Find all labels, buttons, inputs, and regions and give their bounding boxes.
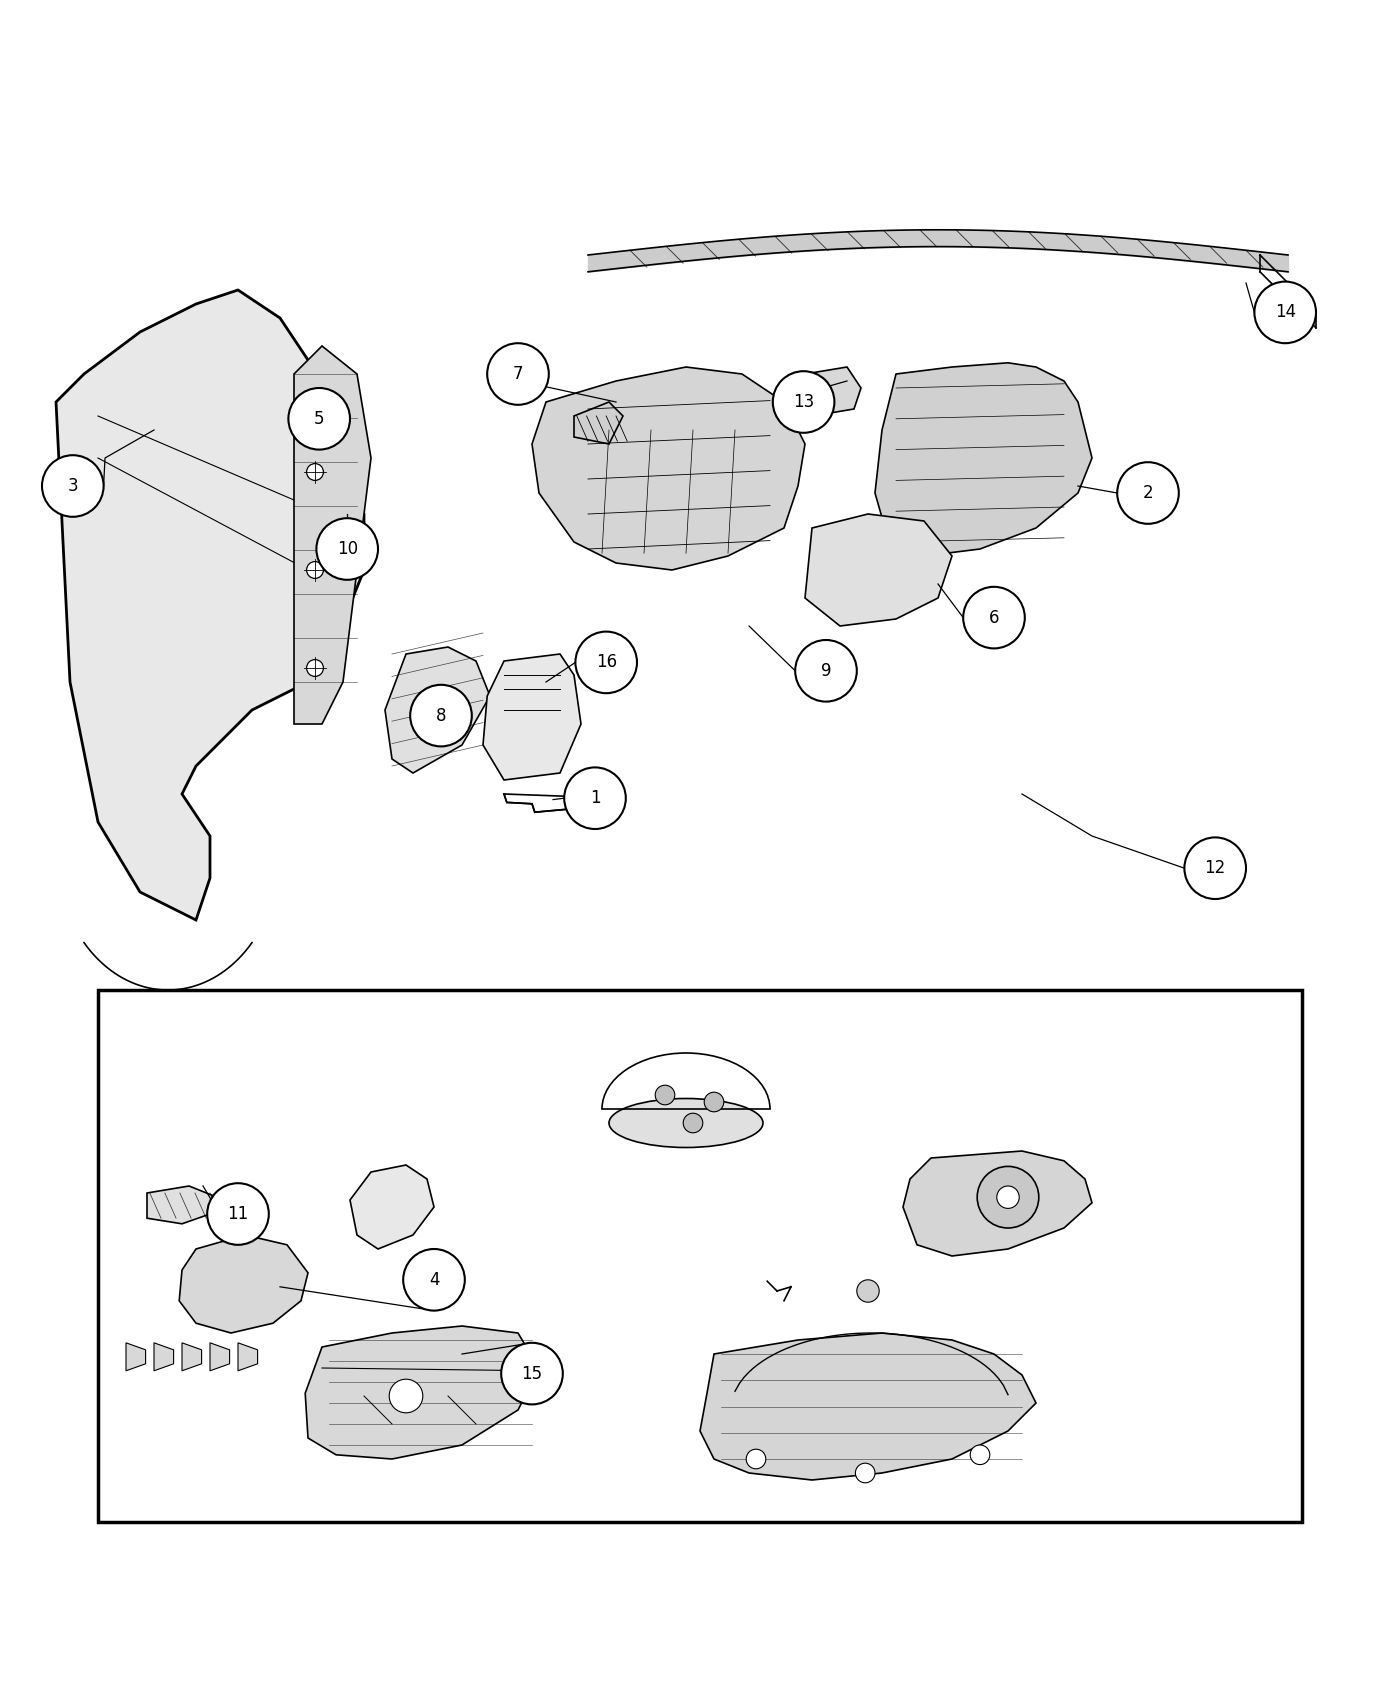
Circle shape	[997, 1187, 1019, 1209]
Circle shape	[42, 456, 104, 517]
Polygon shape	[574, 401, 623, 444]
Text: 6: 6	[988, 609, 1000, 627]
Circle shape	[307, 464, 323, 481]
Polygon shape	[385, 648, 490, 774]
Polygon shape	[56, 291, 364, 920]
Text: 4: 4	[428, 1272, 440, 1289]
Polygon shape	[875, 362, 1092, 556]
Ellipse shape	[609, 1098, 763, 1148]
Polygon shape	[350, 1164, 434, 1250]
Polygon shape	[179, 1234, 308, 1333]
Circle shape	[207, 1183, 269, 1244]
Circle shape	[970, 1445, 990, 1465]
Circle shape	[403, 1250, 465, 1311]
Circle shape	[307, 660, 323, 677]
Circle shape	[855, 1464, 875, 1482]
Circle shape	[1184, 838, 1246, 899]
Text: 13: 13	[792, 393, 815, 411]
Text: 3: 3	[67, 478, 78, 495]
Text: 1: 1	[589, 789, 601, 808]
Text: 15: 15	[521, 1365, 543, 1382]
Polygon shape	[483, 654, 581, 780]
Circle shape	[410, 685, 472, 746]
Circle shape	[501, 1343, 563, 1404]
Polygon shape	[154, 1343, 174, 1370]
Polygon shape	[805, 513, 952, 626]
Circle shape	[773, 371, 834, 434]
Polygon shape	[182, 1343, 202, 1370]
Circle shape	[977, 1166, 1039, 1227]
Text: 8: 8	[435, 707, 447, 724]
Text: 2: 2	[1142, 484, 1154, 501]
Circle shape	[857, 1280, 879, 1302]
Polygon shape	[126, 1343, 146, 1370]
Text: 7: 7	[512, 366, 524, 382]
Circle shape	[746, 1448, 766, 1469]
Circle shape	[316, 518, 378, 580]
Circle shape	[1254, 282, 1316, 343]
Polygon shape	[294, 347, 371, 724]
Polygon shape	[147, 1187, 217, 1224]
Circle shape	[795, 639, 857, 702]
Circle shape	[288, 388, 350, 449]
Polygon shape	[903, 1151, 1092, 1256]
Circle shape	[307, 561, 323, 578]
Circle shape	[575, 632, 637, 694]
Text: 16: 16	[595, 653, 617, 672]
Text: 12: 12	[1204, 858, 1226, 877]
Polygon shape	[210, 1343, 230, 1370]
Polygon shape	[700, 1333, 1036, 1481]
Circle shape	[963, 586, 1025, 648]
Polygon shape	[532, 367, 805, 570]
Text: 10: 10	[336, 541, 358, 558]
Text: 11: 11	[227, 1205, 249, 1222]
Circle shape	[655, 1085, 675, 1105]
Polygon shape	[238, 1343, 258, 1370]
Text: 14: 14	[1274, 303, 1296, 321]
Text: 9: 9	[820, 661, 832, 680]
Circle shape	[487, 343, 549, 405]
Circle shape	[704, 1091, 724, 1112]
Polygon shape	[798, 367, 861, 416]
Polygon shape	[305, 1326, 539, 1459]
Circle shape	[1117, 462, 1179, 524]
Circle shape	[389, 1379, 423, 1413]
Circle shape	[683, 1114, 703, 1132]
Circle shape	[564, 767, 626, 830]
Text: 5: 5	[314, 410, 325, 428]
